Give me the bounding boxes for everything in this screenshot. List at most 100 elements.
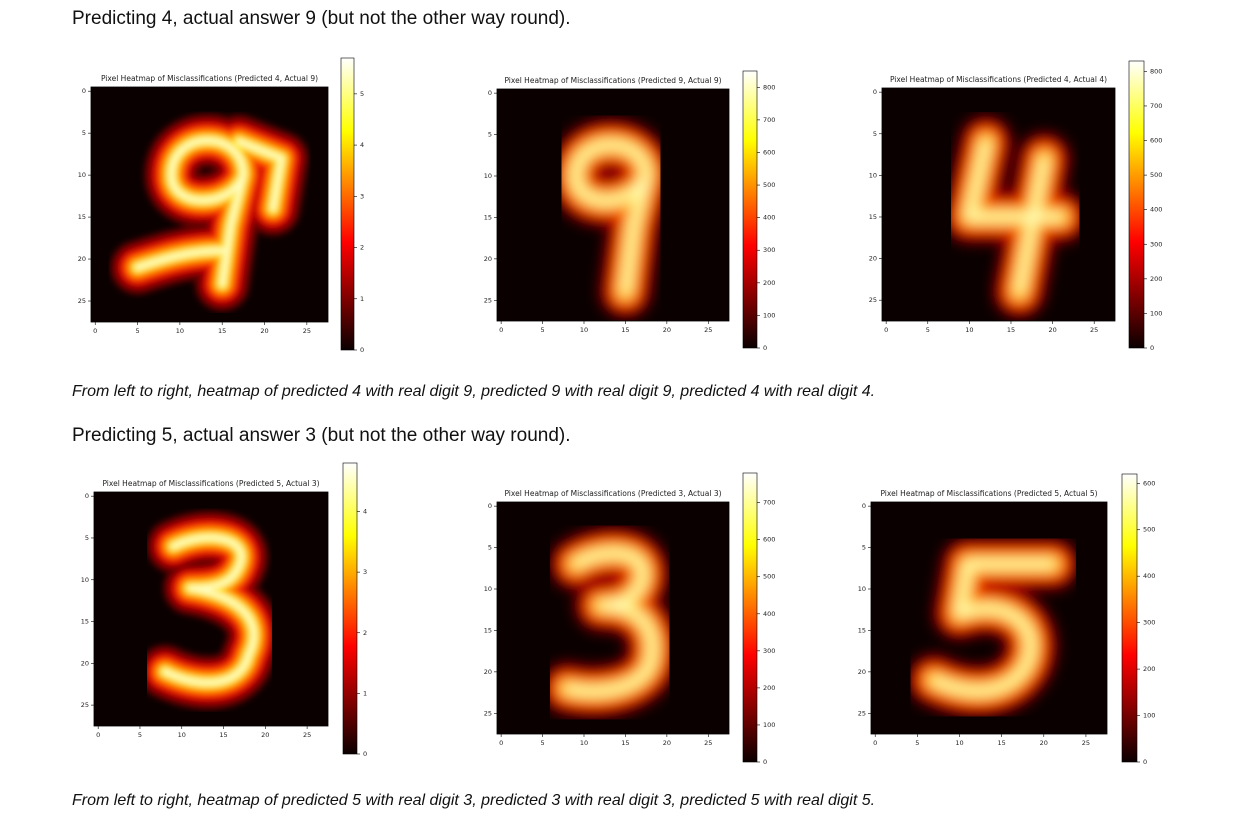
x-tick-label: 10 — [176, 327, 184, 335]
y-tick-label: 0 — [488, 89, 492, 97]
heatmap-frame — [870, 501, 1108, 735]
x-tick-label: 10 — [580, 326, 588, 334]
y-tick-label: 10 — [869, 171, 877, 179]
colorbar-tick-label: 400 — [1143, 572, 1155, 580]
heat-stroke — [564, 550, 655, 694]
heatmap-image — [540, 526, 680, 719]
y-tick-label: 25 — [484, 709, 492, 717]
colorbar-tick-label: 2 — [363, 629, 367, 637]
colorbar-tick-label: 800 — [1150, 67, 1162, 75]
x-tick-label: 10 — [955, 739, 963, 747]
colorbar — [742, 70, 758, 349]
y-tick-label: 5 — [82, 129, 86, 137]
x-tick-label: 25 — [303, 327, 311, 335]
y-tick-label: 25 — [484, 296, 492, 304]
y-tick-label: 5 — [873, 130, 877, 138]
heatmap-cells — [906, 537, 1080, 718]
colorbar-tick-label: 4 — [363, 508, 367, 516]
y-tick-label: 20 — [484, 668, 492, 676]
heatmap-image — [110, 113, 309, 312]
y-tick-label: 10 — [484, 585, 492, 593]
colorbar-tick-label: 700 — [763, 499, 775, 507]
y-tick-label: 20 — [81, 659, 89, 667]
x-tick-label: 0 — [93, 327, 97, 335]
heading: Predicting 5, actual answer 3 (but not t… — [72, 425, 571, 446]
colorbar-tick-label: 5 — [360, 90, 364, 98]
colorbar-tick-label: 500 — [763, 181, 775, 189]
colorbar-tick-label: 700 — [763, 116, 775, 124]
x-tick-label: 20 — [261, 731, 269, 739]
colorbar-tick-label: 300 — [763, 647, 775, 655]
y-tick-label: 15 — [869, 213, 877, 221]
heat-stroke — [966, 139, 1064, 295]
colorbar-tick-label: 100 — [763, 721, 775, 729]
y-tick-label: 15 — [484, 213, 492, 221]
colorbar-tick-label: 600 — [1150, 137, 1162, 145]
colorbar-tick-label: 600 — [763, 148, 775, 156]
x-tick-label: 10 — [965, 326, 973, 334]
colorbar-tick-label: 200 — [1143, 665, 1155, 673]
colorbar-tick-label: 500 — [763, 573, 775, 581]
chart-title: Pixel Heatmap of Misclassifications (Pre… — [504, 489, 721, 498]
y-tick-label: 25 — [858, 709, 866, 717]
colorbar-tick-label: 100 — [763, 311, 775, 319]
x-tick-label: 25 — [1082, 739, 1090, 747]
y-tick-label: 5 — [862, 544, 866, 552]
y-tick-label: 25 — [81, 701, 89, 709]
colorbar-tick-label: 800 — [763, 83, 775, 91]
x-tick-label: 15 — [621, 739, 629, 747]
chart-title: Pixel Heatmap of Misclassifications (Pre… — [102, 479, 319, 488]
heat-stroke — [135, 138, 284, 287]
y-tick-label: 15 — [81, 618, 89, 626]
colorbar-tick-label: 2 — [360, 244, 364, 252]
x-tick-label: 15 — [1007, 326, 1015, 334]
colorbar-tick-label: 100 — [1150, 309, 1162, 317]
y-tick-label: 0 — [873, 88, 877, 96]
x-tick-label: 25 — [1090, 326, 1098, 334]
colorbar-tick-label: 600 — [1143, 479, 1155, 487]
heatmap-cells — [110, 113, 309, 312]
x-tick-label: 15 — [219, 731, 227, 739]
colorbar-tick-label: 1 — [363, 689, 367, 697]
x-tick-label: 25 — [303, 731, 311, 739]
heatmap-image — [906, 537, 1080, 718]
x-tick-label: 10 — [178, 731, 186, 739]
y-tick-label: 10 — [484, 172, 492, 180]
colorbar — [1128, 60, 1145, 349]
heatmap-cells — [137, 510, 281, 710]
y-tick-label: 0 — [488, 502, 492, 510]
heatmap-frame — [881, 87, 1116, 322]
x-tick-label: 15 — [621, 326, 629, 334]
y-tick-label: 0 — [82, 87, 86, 95]
colorbar-tick-label: 300 — [1143, 619, 1155, 627]
colorbar-tick-label: 600 — [763, 536, 775, 544]
heatmap-cells — [942, 115, 1088, 319]
caption: From left to right, heatmap of predicted… — [72, 383, 876, 400]
heatmap-frame — [90, 86, 329, 323]
y-tick-label: 15 — [858, 626, 866, 634]
colorbar — [342, 462, 358, 755]
colorbar-tick-label: 300 — [1150, 240, 1162, 248]
y-tick-label: 10 — [81, 576, 89, 584]
heatmap-frame — [93, 491, 329, 727]
colorbar-tick-label: 1 — [360, 295, 364, 303]
x-tick-label: 5 — [541, 326, 545, 334]
x-tick-label: 20 — [260, 327, 268, 335]
y-tick-label: 20 — [858, 668, 866, 676]
x-tick-label: 0 — [499, 739, 503, 747]
x-tick-label: 10 — [580, 739, 588, 747]
y-tick-label: 5 — [85, 534, 89, 542]
colorbar-tick-label: 100 — [1143, 712, 1155, 720]
heatmap-image — [942, 115, 1088, 319]
colorbar-tick-label: 4 — [360, 141, 364, 149]
y-tick-label: 10 — [858, 585, 866, 593]
heat-stroke — [931, 561, 1055, 694]
x-tick-label: 5 — [915, 739, 919, 747]
colorbar-tick-label: 400 — [763, 610, 775, 618]
y-tick-label: 5 — [488, 131, 492, 139]
x-tick-label: 25 — [704, 739, 712, 747]
x-tick-label: 15 — [218, 327, 226, 335]
y-tick-label: 20 — [78, 255, 86, 263]
y-tick-label: 20 — [869, 255, 877, 263]
